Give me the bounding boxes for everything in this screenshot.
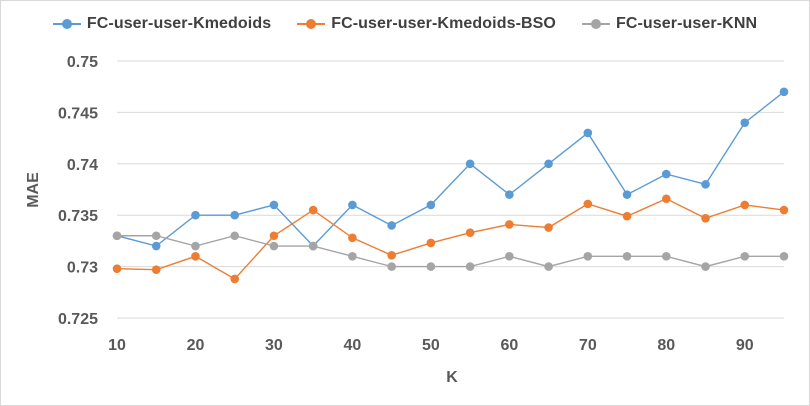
data-point[interactable] [426, 238, 436, 248]
data-point[interactable] [191, 252, 200, 261]
legend-swatch-knn [581, 17, 610, 31]
x-tick-label: 10 [108, 337, 126, 354]
data-point[interactable] [230, 231, 240, 241]
data-point[interactable] [661, 194, 671, 204]
data-point[interactable] [505, 252, 514, 261]
data-point[interactable] [544, 159, 553, 169]
legend-item-kmedoids[interactable]: FC-user-user-Kmedoids [52, 15, 272, 33]
data-point[interactable] [505, 190, 514, 199]
data-point[interactable] [661, 252, 671, 261]
data-point[interactable] [622, 252, 632, 261]
data-point[interactable] [387, 262, 396, 271]
data-point[interactable] [269, 241, 279, 251]
series-2 [112, 231, 789, 271]
y-tick-label: 0.73 [67, 260, 98, 277]
data-point[interactable] [348, 252, 357, 261]
data-point[interactable] [269, 200, 279, 210]
data-point[interactable] [740, 200, 750, 210]
data-point[interactable] [622, 190, 632, 199]
y-tick-labels: 0.725 0.73 0.735 0.74 0.745 0.75 [58, 54, 98, 328]
legend-item-knn[interactable]: FC-user-user-KNN [581, 15, 758, 33]
x-axis-title: K [446, 369, 458, 386]
series-1 [112, 194, 789, 284]
y-tick-label: 0.735 [58, 208, 98, 225]
data-point[interactable] [701, 213, 710, 223]
x-tick-label: 70 [579, 337, 597, 354]
data-point[interactable] [151, 265, 161, 274]
legend-swatch-kmedoids [52, 17, 81, 31]
gridlines [117, 60, 784, 319]
y-tick-label: 0.74 [67, 157, 98, 174]
data-point[interactable] [661, 169, 671, 179]
data-point[interactable] [387, 250, 396, 260]
data-point[interactable] [348, 200, 357, 210]
data-point[interactable] [465, 228, 475, 237]
data-point[interactable] [740, 118, 750, 127]
x-tick-label: 60 [500, 337, 518, 354]
data-point[interactable] [583, 252, 593, 261]
data-point[interactable] [740, 252, 750, 261]
data-point[interactable] [701, 180, 710, 189]
series-layer [112, 87, 789, 284]
data-point[interactable] [544, 223, 553, 232]
data-point[interactable] [544, 262, 553, 271]
data-point[interactable] [426, 200, 436, 210]
data-point[interactable] [112, 264, 122, 273]
chart-legend: FC-user-user-Kmedoids FC-user-user-Kmedo… [1, 12, 809, 36]
y-tick-label: 0.75 [67, 54, 98, 71]
data-point[interactable] [269, 231, 279, 241]
data-point[interactable] [308, 205, 318, 215]
x-tick-label: 50 [422, 337, 440, 354]
legend-label-knn: FC-user-user-KNN [615, 15, 758, 32]
data-point[interactable] [779, 205, 789, 215]
x-tick-label: 90 [736, 337, 754, 354]
data-point[interactable] [151, 231, 161, 241]
data-point[interactable] [426, 262, 436, 271]
data-point[interactable] [465, 159, 475, 169]
data-point[interactable] [465, 262, 475, 271]
data-point[interactable] [230, 210, 240, 220]
legend-label-kmedoids-bso: FC-user-user-Kmedoids-BSO [331, 15, 556, 32]
data-point[interactable] [191, 210, 200, 220]
data-point[interactable] [622, 211, 632, 221]
series-line [117, 235, 784, 268]
x-tick-label: 40 [344, 337, 362, 354]
legend-item-kmedoids-bso[interactable]: FC-user-user-Kmedoids-BSO [297, 15, 556, 33]
x-tick-label: 80 [657, 337, 675, 354]
x-tick-label: 30 [265, 337, 283, 354]
data-point[interactable] [779, 252, 789, 261]
data-point[interactable] [112, 231, 122, 241]
data-point[interactable] [151, 241, 161, 251]
x-tick-label: 20 [187, 337, 205, 354]
data-point[interactable] [348, 233, 357, 243]
legend-label-kmedoids: FC-user-user-Kmedoids [86, 15, 272, 32]
data-point[interactable] [583, 199, 593, 209]
data-point[interactable] [701, 262, 710, 271]
series-line [116, 91, 785, 248]
data-point[interactable] [505, 220, 514, 229]
data-point[interactable] [308, 241, 318, 251]
series-line [116, 197, 785, 280]
data-point[interactable] [191, 241, 200, 251]
y-axis-title: MAE [25, 172, 42, 208]
y-tick-label: 0.745 [58, 105, 98, 122]
legend-swatch-kmedoids-bso [297, 17, 326, 31]
data-point[interactable] [230, 274, 240, 284]
data-point[interactable] [779, 87, 789, 97]
data-point[interactable] [387, 221, 396, 230]
x-tick-labels: 10 20 30 40 50 60 70 80 90 [108, 337, 754, 354]
data-point[interactable] [583, 128, 593, 138]
y-tick-label: 0.725 [58, 311, 98, 328]
